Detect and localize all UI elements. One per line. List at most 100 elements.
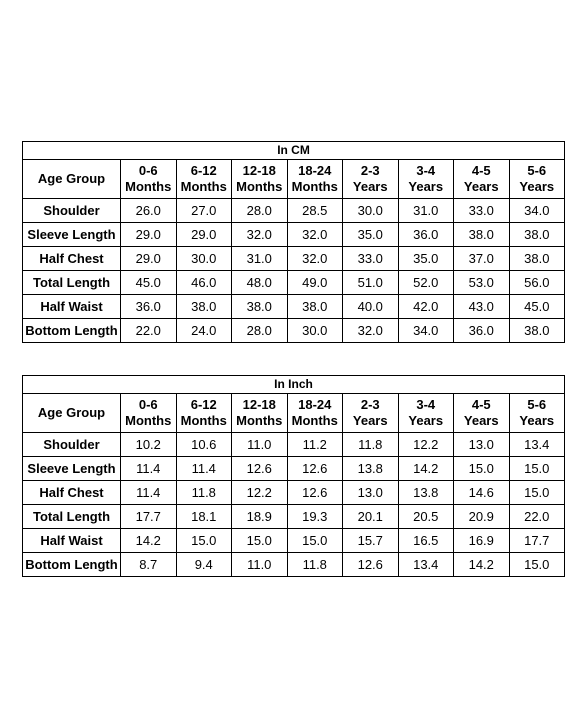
age-group-column-header: 12-18 Months	[231, 159, 288, 199]
measurement-cell: 49.0	[286, 270, 343, 295]
measurement-cell: 28.0	[231, 318, 288, 343]
measurement-cell: 13.4	[508, 432, 566, 457]
measurement-cell: 32.0	[286, 222, 343, 247]
measurement-cell: 11.0	[231, 432, 288, 457]
measurement-cell: 11.4	[175, 456, 232, 481]
measurement-cell: 11.8	[286, 552, 343, 577]
row-label: Half Chest	[22, 246, 121, 271]
measurement-cell: 11.0	[231, 552, 288, 577]
age-group-header-line: 5-6	[527, 163, 547, 178]
measurement-cell: 18.1	[175, 504, 232, 529]
measurement-cell: 28.0	[231, 198, 288, 223]
age-group-column-header: 5-6 Years	[508, 159, 566, 199]
measurement-cell: 12.2	[397, 432, 454, 457]
age-group-header-line: 12-18	[242, 397, 276, 412]
age-group-header: Age Group	[22, 393, 121, 433]
measurement-cell: 56.0	[508, 270, 566, 295]
row-label: Bottom Length	[22, 318, 121, 343]
age-group-header-line: 4-5	[471, 397, 491, 412]
table-row: Half Chest 29.0 30.0 31.0 32.0 33.0 35.0 37.0 38…	[22, 246, 566, 271]
measurement-cell: 15.0	[453, 456, 510, 481]
age-group-column-header: 6-12 Months	[175, 393, 232, 433]
age-group-column-header: 12-18 Months	[231, 393, 288, 433]
measurement-cell: 20.5	[397, 504, 454, 529]
age-group-header-line: 12-18	[242, 163, 276, 178]
table-row: Bottom Length 22.0 24.0 28.0 30.0 32.0 34.0 36.…	[22, 318, 566, 343]
age-group-header: Age Group	[22, 159, 121, 199]
table-row: Sleeve Length 29.0 29.0 32.0 32.0 35.0 36.0 38.…	[22, 222, 566, 247]
age-group-header-line: 4-5	[471, 163, 491, 178]
table-row: Total Length 17.7 18.1 18.9 19.3 20.1 20.5 20.9…	[22, 504, 566, 529]
age-group-header-line: 3-4	[416, 163, 436, 178]
measurement-cell: 42.0	[397, 294, 454, 319]
measurement-cell: 15.0	[508, 456, 566, 481]
age-group-header-line: 2-3	[360, 163, 380, 178]
table-row: Shoulder 26.0 27.0 28.0 28.5 30.0 31.0 33.0 34.0	[22, 198, 566, 223]
measurement-cell: 13.0	[453, 432, 510, 457]
measurement-cell: 31.0	[231, 246, 288, 271]
measurement-cell: 36.0	[397, 222, 454, 247]
measurement-cell: 12.6	[286, 480, 343, 505]
age-group-header-line: 3-4	[416, 397, 436, 412]
measurement-cell: 38.0	[508, 246, 566, 271]
row-label: Half Waist	[22, 528, 121, 553]
measurement-cell: 46.0	[175, 270, 232, 295]
row-label: Half Chest	[22, 480, 121, 505]
age-group-header-line: Years	[519, 413, 555, 428]
row-label: Sleeve Length	[22, 222, 121, 247]
table-row: Total Length 45.0 46.0 48.0 49.0 51.0 52.0 53.0…	[22, 270, 566, 295]
age-group-header-line: Years	[463, 413, 499, 428]
measurement-cell: 38.0	[286, 294, 343, 319]
table-row: Bottom Length 8.7 9.4 11.0 11.8 12.6 13.4 14.2 1…	[22, 552, 566, 577]
measurement-cell: 17.7	[508, 528, 566, 553]
measurement-cell: 15.0	[508, 552, 566, 577]
measurement-cell: 20.1	[342, 504, 399, 529]
age-group-header-line: 6-12	[190, 397, 217, 412]
measurement-cell: 13.4	[397, 552, 454, 577]
measurement-cell: 10.6	[175, 432, 232, 457]
row-label: Sleeve Length	[22, 456, 121, 481]
measurement-cell: 38.0	[508, 318, 566, 343]
measurement-cell: 11.4	[120, 456, 177, 481]
measurement-cell: 14.2	[453, 552, 510, 577]
measurement-cell: 37.0	[453, 246, 510, 271]
size-chart-inch-table: In Inch Age Group 0-6 Months 6-12 Months 12-18…	[21, 375, 566, 577]
measurement-cell: 33.0	[453, 198, 510, 223]
row-label: Bottom Length	[22, 552, 121, 577]
measurement-cell: 12.2	[231, 480, 288, 505]
age-group-header-line: Months	[125, 179, 172, 194]
measurement-cell: 51.0	[342, 270, 399, 295]
measurement-cell: 28.5	[286, 198, 343, 223]
measurement-cell: 30.0	[286, 318, 343, 343]
age-group-column-header: 2-3 Years	[342, 393, 399, 433]
measurement-cell: 12.6	[342, 552, 399, 577]
age-group-header-line: Months	[291, 413, 338, 428]
measurement-cell: 35.0	[342, 222, 399, 247]
measurement-cell: 29.0	[120, 246, 177, 271]
table-row: Half Waist 36.0 38.0 38.0 38.0 40.0 42.0 43.0 45…	[22, 294, 566, 319]
measurement-cell: 15.7	[342, 528, 399, 553]
age-group-column-header: 18-24 Months	[286, 393, 343, 433]
measurement-cell: 14.6	[453, 480, 510, 505]
measurement-cell: 45.0	[120, 270, 177, 295]
header-row: Age Group 0-6 Months 6-12 Months 12-18 Months 1…	[22, 393, 566, 433]
age-group-header-line: 0-6	[138, 397, 158, 412]
age-group-column-header: 0-6 Months	[120, 159, 177, 199]
measurement-cell: 11.8	[175, 480, 232, 505]
measurement-cell: 38.0	[508, 222, 566, 247]
table-title: In Inch	[21, 375, 566, 394]
age-group-header-line: Years	[519, 179, 555, 194]
header-row: Age Group 0-6 Months 6-12 Months 12-18 Months 1…	[22, 159, 566, 199]
row-label: Shoulder	[22, 432, 121, 457]
age-group-header-line: Months	[180, 413, 227, 428]
measurement-cell: 15.0	[286, 528, 343, 553]
measurement-cell: 15.0	[175, 528, 232, 553]
measurement-cell: 34.0	[508, 198, 566, 223]
measurement-cell: 35.0	[397, 246, 454, 271]
age-group-header-line: Years	[463, 179, 499, 194]
measurement-cell: 38.0	[231, 294, 288, 319]
measurement-cell: 14.2	[120, 528, 177, 553]
age-group-header-line: 2-3	[360, 397, 380, 412]
age-group-header-line: 6-12	[190, 163, 217, 178]
measurement-cell: 12.6	[286, 456, 343, 481]
